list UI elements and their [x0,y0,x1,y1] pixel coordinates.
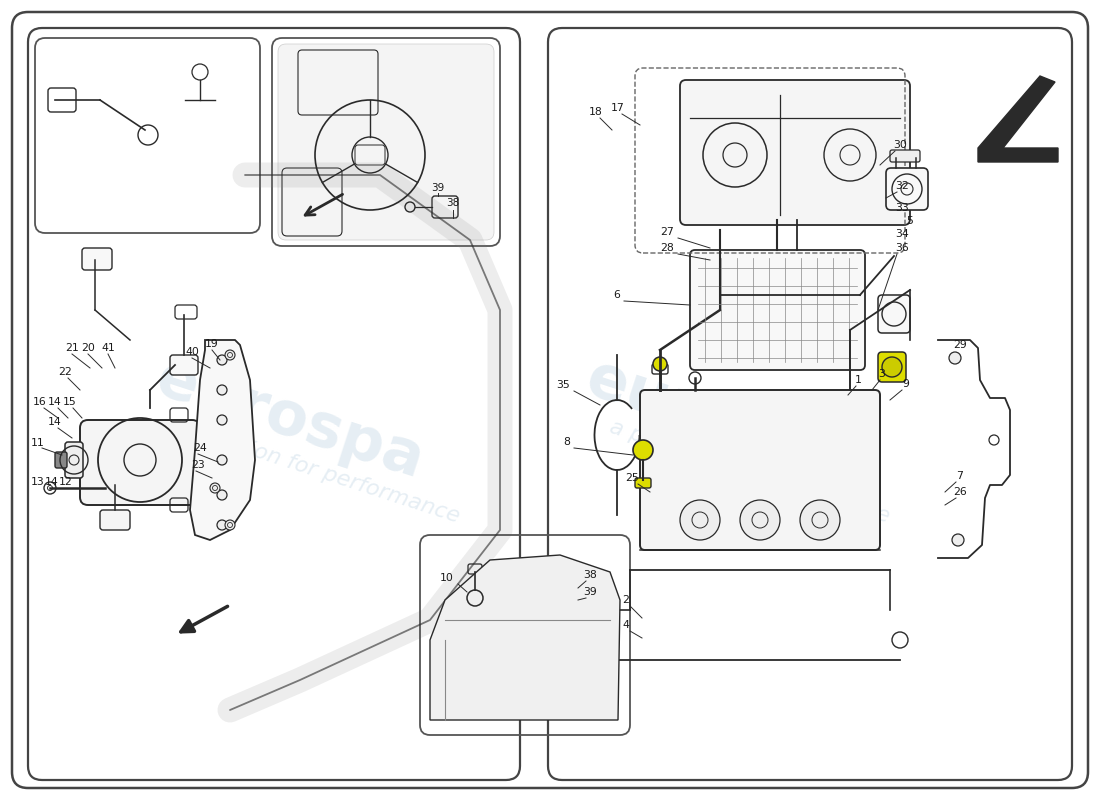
FancyBboxPatch shape [80,420,200,505]
Text: 8: 8 [563,437,570,447]
Text: 38: 38 [447,198,460,208]
Circle shape [217,415,227,425]
FancyBboxPatch shape [82,248,112,270]
Text: 39: 39 [583,587,597,597]
Circle shape [217,490,227,500]
Text: 28: 28 [660,243,674,253]
FancyBboxPatch shape [528,575,583,617]
Text: eurospa: eurospa [579,349,861,491]
Text: 11: 11 [31,438,45,448]
Text: 12: 12 [59,477,73,487]
Text: 29: 29 [953,340,967,350]
Text: 40: 40 [185,347,199,357]
FancyBboxPatch shape [680,80,910,225]
Text: 5: 5 [906,216,913,226]
Circle shape [226,350,235,360]
Polygon shape [190,340,255,540]
Text: 14: 14 [48,417,62,427]
Text: 34: 34 [895,229,909,239]
Text: 33: 33 [895,203,909,213]
Text: 20: 20 [81,343,95,353]
Circle shape [882,357,902,377]
Circle shape [632,440,653,460]
Circle shape [217,520,227,530]
Text: 16: 16 [33,397,47,407]
Circle shape [680,500,720,540]
Text: 38: 38 [583,570,597,580]
Text: 14: 14 [48,397,62,407]
Text: 35: 35 [557,380,570,390]
Text: 36: 36 [895,243,909,253]
Circle shape [217,385,227,395]
Text: 1: 1 [855,375,861,385]
Text: 7: 7 [957,471,964,481]
Text: a passion for performance: a passion for performance [177,417,463,527]
FancyBboxPatch shape [640,390,880,550]
FancyBboxPatch shape [878,352,906,382]
Text: 14: 14 [45,477,59,487]
Text: 41: 41 [101,343,114,353]
Circle shape [800,500,840,540]
Text: 18: 18 [590,107,603,117]
Text: 4: 4 [623,620,629,630]
Text: 17: 17 [612,103,625,113]
Text: 23: 23 [191,460,205,470]
Circle shape [740,500,780,540]
Polygon shape [430,555,620,720]
Text: 3: 3 [879,369,886,379]
FancyBboxPatch shape [890,150,920,162]
Circle shape [217,455,227,465]
Text: 21: 21 [65,343,79,353]
Circle shape [210,483,220,493]
Circle shape [952,534,964,546]
Text: 13: 13 [31,477,45,487]
FancyBboxPatch shape [690,250,865,370]
FancyBboxPatch shape [55,452,67,468]
Text: 27: 27 [660,227,674,237]
FancyBboxPatch shape [886,168,928,210]
Circle shape [217,355,227,365]
FancyBboxPatch shape [170,355,198,375]
Text: 26: 26 [953,487,967,497]
Text: 25: 25 [625,473,639,483]
FancyBboxPatch shape [278,44,494,240]
Polygon shape [978,76,1058,162]
Text: 39: 39 [431,183,444,193]
Text: a passion for performance: a passion for performance [607,417,893,527]
FancyBboxPatch shape [878,295,910,333]
Text: 6: 6 [613,290,620,300]
FancyBboxPatch shape [100,510,130,530]
Text: 2: 2 [623,595,629,605]
Text: 32: 32 [895,181,909,191]
Text: 9: 9 [903,379,910,389]
FancyBboxPatch shape [635,478,651,488]
Text: 15: 15 [63,397,77,407]
Text: 19: 19 [205,339,219,349]
Text: 22: 22 [58,367,72,377]
Text: 24: 24 [194,443,207,453]
Text: eurospa: eurospa [148,349,431,491]
FancyBboxPatch shape [65,442,82,478]
Text: 30: 30 [893,140,906,150]
Circle shape [653,357,667,371]
Text: 10: 10 [440,573,454,583]
Circle shape [226,520,235,530]
Circle shape [949,352,961,364]
